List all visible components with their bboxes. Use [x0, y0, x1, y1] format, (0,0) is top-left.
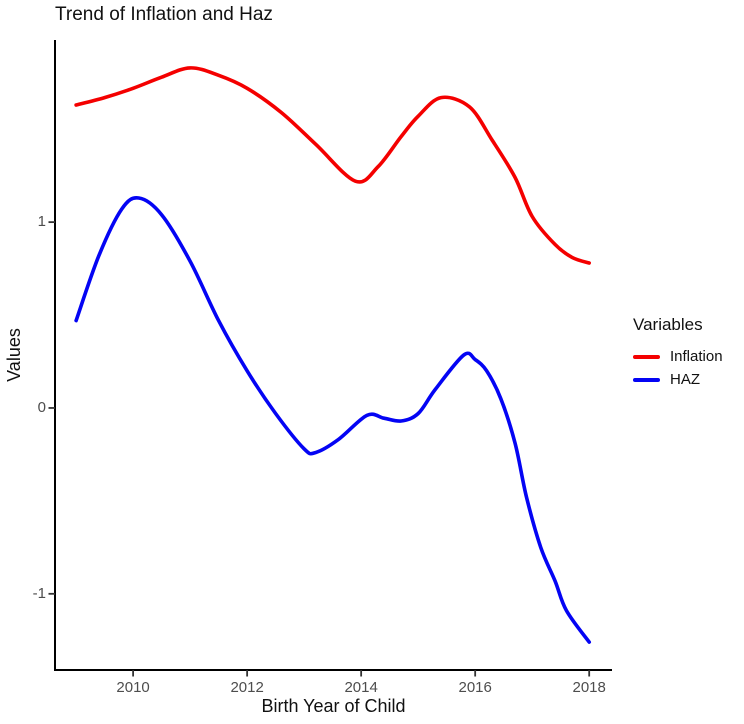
- x-axis-title: Birth Year of Child: [261, 696, 406, 716]
- legend-item-inflation: Inflation: [633, 345, 744, 368]
- haz-line-key-icon: [633, 377, 660, 382]
- axis-lines: [54, 40, 612, 671]
- x-tick-label: 2014: [344, 679, 378, 696]
- x-tick-label: 2010: [116, 679, 150, 696]
- inflation-line-key-icon: [633, 354, 660, 359]
- x-tick-label: 2016: [458, 679, 492, 696]
- legend: Variables Inflation HAZ: [633, 315, 744, 391]
- y-tick-label: 1: [37, 213, 46, 231]
- legend-label-inflation: Inflation: [670, 348, 723, 365]
- legend-label-haz: HAZ: [670, 371, 700, 388]
- x-tick-label: 2018: [572, 679, 606, 696]
- y-axis-title: Values: [4, 328, 24, 382]
- y-tick-label: 0: [37, 398, 46, 416]
- legend-item-haz: HAZ: [633, 368, 744, 391]
- legend-title: Variables: [633, 315, 703, 334]
- series-line-inflation: [74, 66, 591, 265]
- chart-title: Trend of Inflation and Haz: [55, 4, 273, 25]
- y-tick-label: -1: [32, 584, 46, 602]
- x-tick-label: 2012: [230, 679, 264, 696]
- series-line-haz: [74, 196, 591, 644]
